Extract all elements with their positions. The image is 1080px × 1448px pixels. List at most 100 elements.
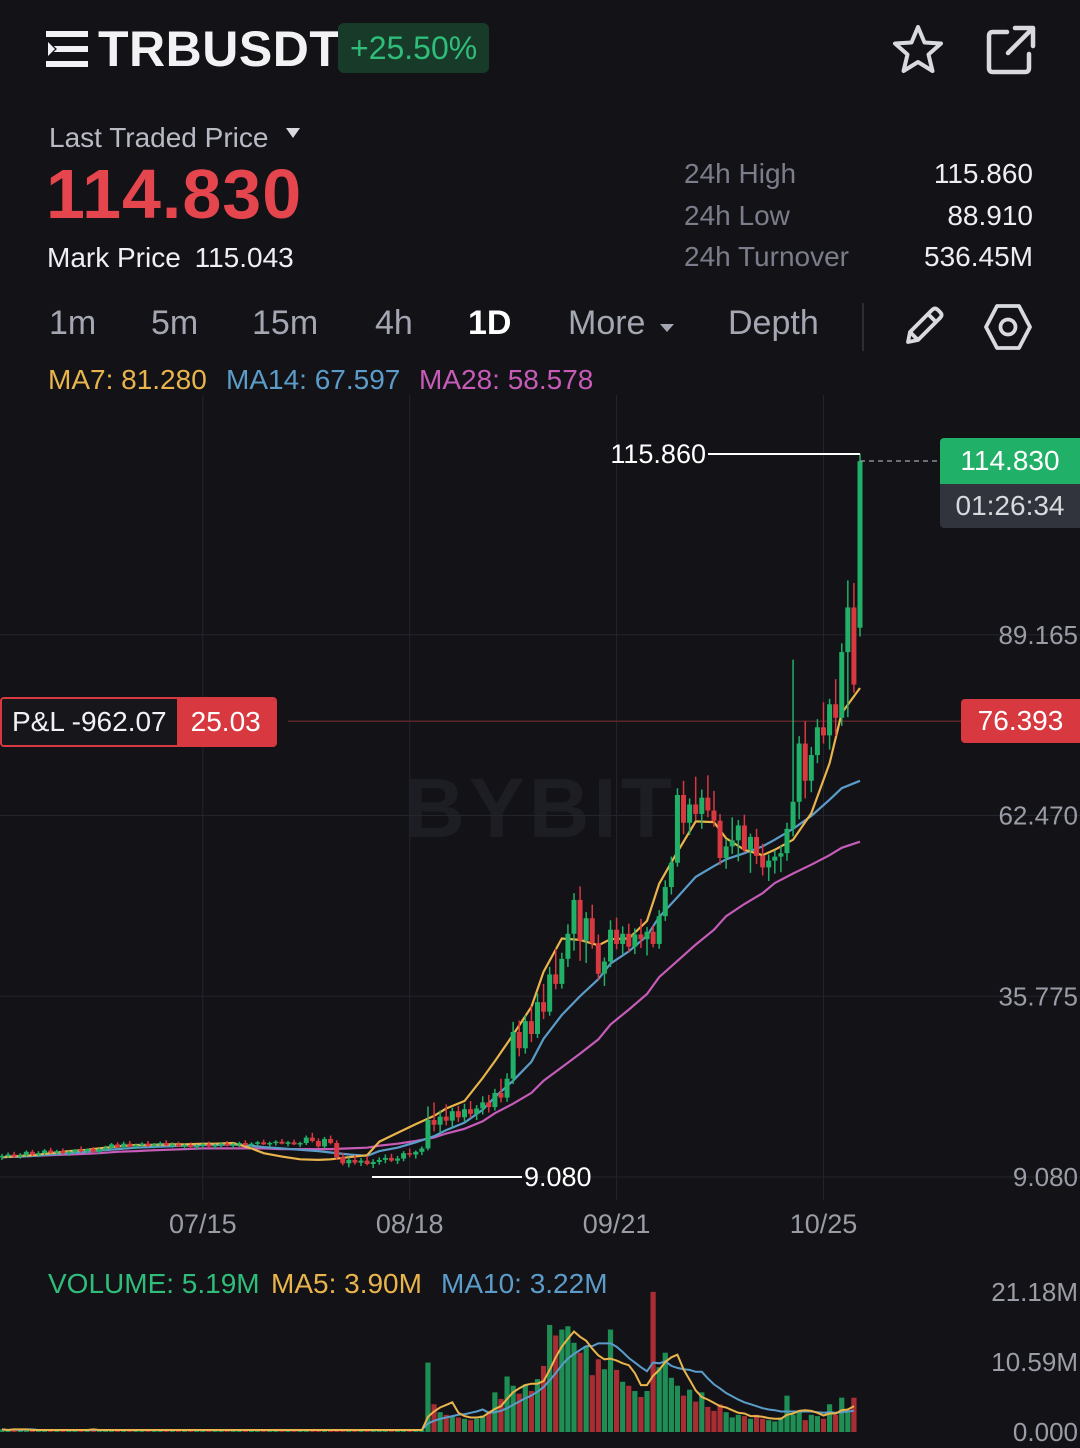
volume-bar	[583, 1346, 589, 1432]
candle-body	[328, 1138, 334, 1144]
volume-bar	[188, 1430, 194, 1432]
volume-bar	[668, 1377, 674, 1432]
candle-body	[212, 1145, 218, 1147]
candle-body	[188, 1145, 194, 1148]
volume-bar	[78, 1430, 84, 1432]
tab-4h[interactable]: 4h	[375, 304, 413, 342]
volume-bar	[662, 1352, 668, 1432]
candle-body	[741, 825, 747, 850]
candle-body	[857, 461, 863, 628]
candle-body	[401, 1153, 407, 1159]
volume-bar	[41, 1430, 48, 1432]
stat-low-label: 24h Low	[684, 200, 790, 231]
candle-body	[334, 1143, 340, 1158]
volume-bar	[534, 1379, 541, 1432]
candle-body	[547, 974, 553, 1012]
volume-bar	[705, 1406, 711, 1432]
candle-body	[309, 1137, 315, 1141]
candle-body	[638, 934, 644, 940]
volume-bar	[680, 1395, 687, 1432]
volume-bar	[285, 1430, 291, 1432]
volume-bar	[303, 1430, 309, 1432]
volume-tick-label: 21.18M	[991, 1277, 1078, 1307]
caret-down-icon	[659, 324, 674, 332]
settings-icon[interactable]	[983, 302, 1033, 352]
candle-body	[145, 1143, 151, 1146]
candle-body	[248, 1143, 254, 1146]
candle-body	[303, 1137, 309, 1144]
volume-bar	[735, 1414, 741, 1432]
volume-bar	[291, 1430, 297, 1432]
tab-1m[interactable]: 1m	[49, 304, 97, 342]
share-icon[interactable]	[983, 22, 1039, 78]
volume-tick-label: 10.59M	[991, 1347, 1078, 1377]
volume-bar	[346, 1430, 352, 1432]
volume-bar	[790, 1414, 796, 1432]
pnl-label: P&L -962.07	[2, 699, 177, 745]
volume-bar	[595, 1359, 601, 1432]
candle-body	[346, 1159, 352, 1164]
price-chart[interactable]: 89.165 62.470 35.775 9.080 07/15 08/18 09/21 10…	[0, 395, 1080, 1448]
candle-body	[388, 1157, 394, 1161]
menu-icon[interactable]	[46, 30, 88, 68]
volume-bar	[522, 1384, 528, 1432]
volume-bar	[461, 1418, 468, 1432]
volume-bar	[175, 1430, 182, 1432]
last-price: 114.830	[46, 155, 303, 233]
volume-bar	[157, 1430, 163, 1432]
volume-bar	[394, 1430, 401, 1432]
volume-bar	[84, 1430, 90, 1432]
candle-body	[729, 840, 735, 847]
tab-depth[interactable]: Depth	[728, 304, 819, 342]
candle-body	[194, 1145, 200, 1148]
volume-bar	[601, 1369, 608, 1432]
volume-bar	[254, 1430, 261, 1432]
candle-body	[443, 1116, 449, 1121]
volume-bar	[407, 1430, 413, 1432]
star-icon[interactable]	[890, 22, 946, 78]
tab-5m[interactable]: 5m	[151, 304, 199, 342]
volume-bar	[11, 1429, 17, 1432]
candle-body	[127, 1143, 133, 1147]
candle-body	[601, 961, 607, 974]
caret-down-icon[interactable]	[286, 128, 300, 140]
tab-more[interactable]: More	[568, 304, 675, 343]
pnl-position-tag[interactable]: P&L -962.07 25.03	[0, 697, 277, 747]
candle-body	[565, 933, 571, 959]
volume-bar	[510, 1385, 516, 1432]
candle-body	[175, 1144, 181, 1147]
volume-bar	[626, 1385, 632, 1432]
volume-bar	[297, 1430, 303, 1432]
candle-body	[687, 804, 693, 823]
mark-price-value: 115.043	[194, 242, 294, 273]
volume-bar	[826, 1404, 833, 1432]
volume-bar	[17, 1430, 23, 1432]
y-tick-label: 35.775	[998, 981, 1078, 1011]
volume-bar	[607, 1329, 614, 1432]
candle-body	[705, 797, 711, 811]
candle-body	[504, 1078, 510, 1098]
tab-15m[interactable]: 15m	[252, 304, 319, 342]
candle-body	[790, 801, 796, 829]
candle-body	[760, 855, 766, 868]
volume-bar	[431, 1404, 437, 1432]
volume-bar	[206, 1430, 212, 1432]
candle-body	[376, 1159, 382, 1162]
volume-bar	[833, 1414, 839, 1432]
stat-turnover-value: 536.45M	[924, 241, 1033, 272]
candle-body	[498, 1092, 504, 1098]
tab-1d[interactable]: 1D	[468, 304, 512, 342]
volume-bar	[248, 1430, 255, 1432]
volume-bar	[839, 1397, 845, 1432]
candle-body	[200, 1144, 206, 1146]
symbol-title[interactable]: TRBUSDT	[98, 21, 341, 77]
last-traded-price-label[interactable]: Last Traded Price	[49, 122, 269, 153]
candle-body	[796, 743, 802, 802]
candle-body	[644, 931, 650, 940]
pencil-icon[interactable]	[900, 302, 948, 350]
low-marker-label: 9.080	[524, 1162, 592, 1192]
candle-body	[48, 1150, 54, 1153]
stat-high-value: 115.860	[933, 158, 1033, 189]
volume-bar	[814, 1416, 821, 1432]
candle-body	[431, 1119, 437, 1125]
